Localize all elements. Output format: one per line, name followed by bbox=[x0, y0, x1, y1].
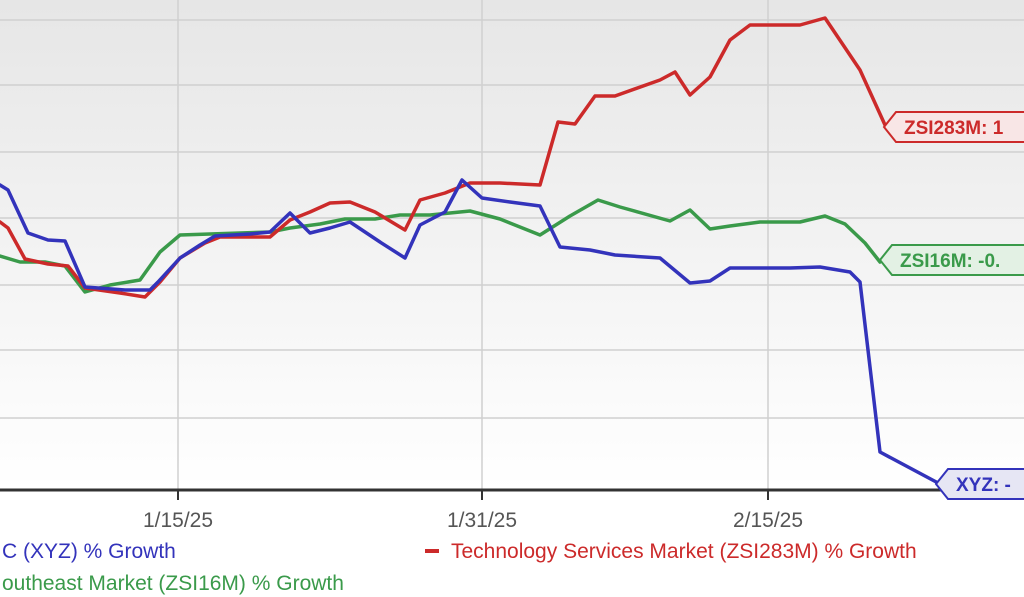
series-callouts: XYZ: - ZSI283M: 1 ZSI16M: -0. bbox=[878, 111, 1024, 500]
legend-label-0: C (XYZ) % Growth bbox=[2, 540, 176, 563]
series-line-0 bbox=[0, 178, 942, 486]
callout-label-2: ZSI16M: -0. bbox=[900, 251, 1000, 272]
callout-label-1: ZSI283M: 1 bbox=[904, 118, 1004, 139]
legend-label-2: outheast Market (ZSI16M) % Growth bbox=[2, 572, 344, 595]
legend: C (XYZ) % Growth Technology Services Mark… bbox=[2, 540, 917, 595]
callout-box-2 bbox=[878, 244, 1024, 276]
series-line-2 bbox=[0, 198, 882, 294]
callout-box-0 bbox=[934, 468, 1024, 500]
series-lines bbox=[0, 16, 942, 486]
legend-label-1: Technology Services Market (ZSI283M) % G… bbox=[451, 540, 917, 563]
x-tick-label: 2/15/25 bbox=[733, 509, 803, 532]
callout-box-1 bbox=[882, 111, 1024, 143]
x-tick-label: 1/15/25 bbox=[143, 509, 213, 532]
callout-label-0: XYZ: - bbox=[956, 475, 1011, 496]
plot-background bbox=[0, 0, 1024, 490]
grid-lines bbox=[0, 0, 1024, 490]
series-line-1 bbox=[0, 16, 887, 299]
x-axis-ticks: 1/15/25 1/31/25 2/15/25 bbox=[143, 490, 803, 532]
x-tick-label: 1/31/25 bbox=[447, 509, 517, 532]
